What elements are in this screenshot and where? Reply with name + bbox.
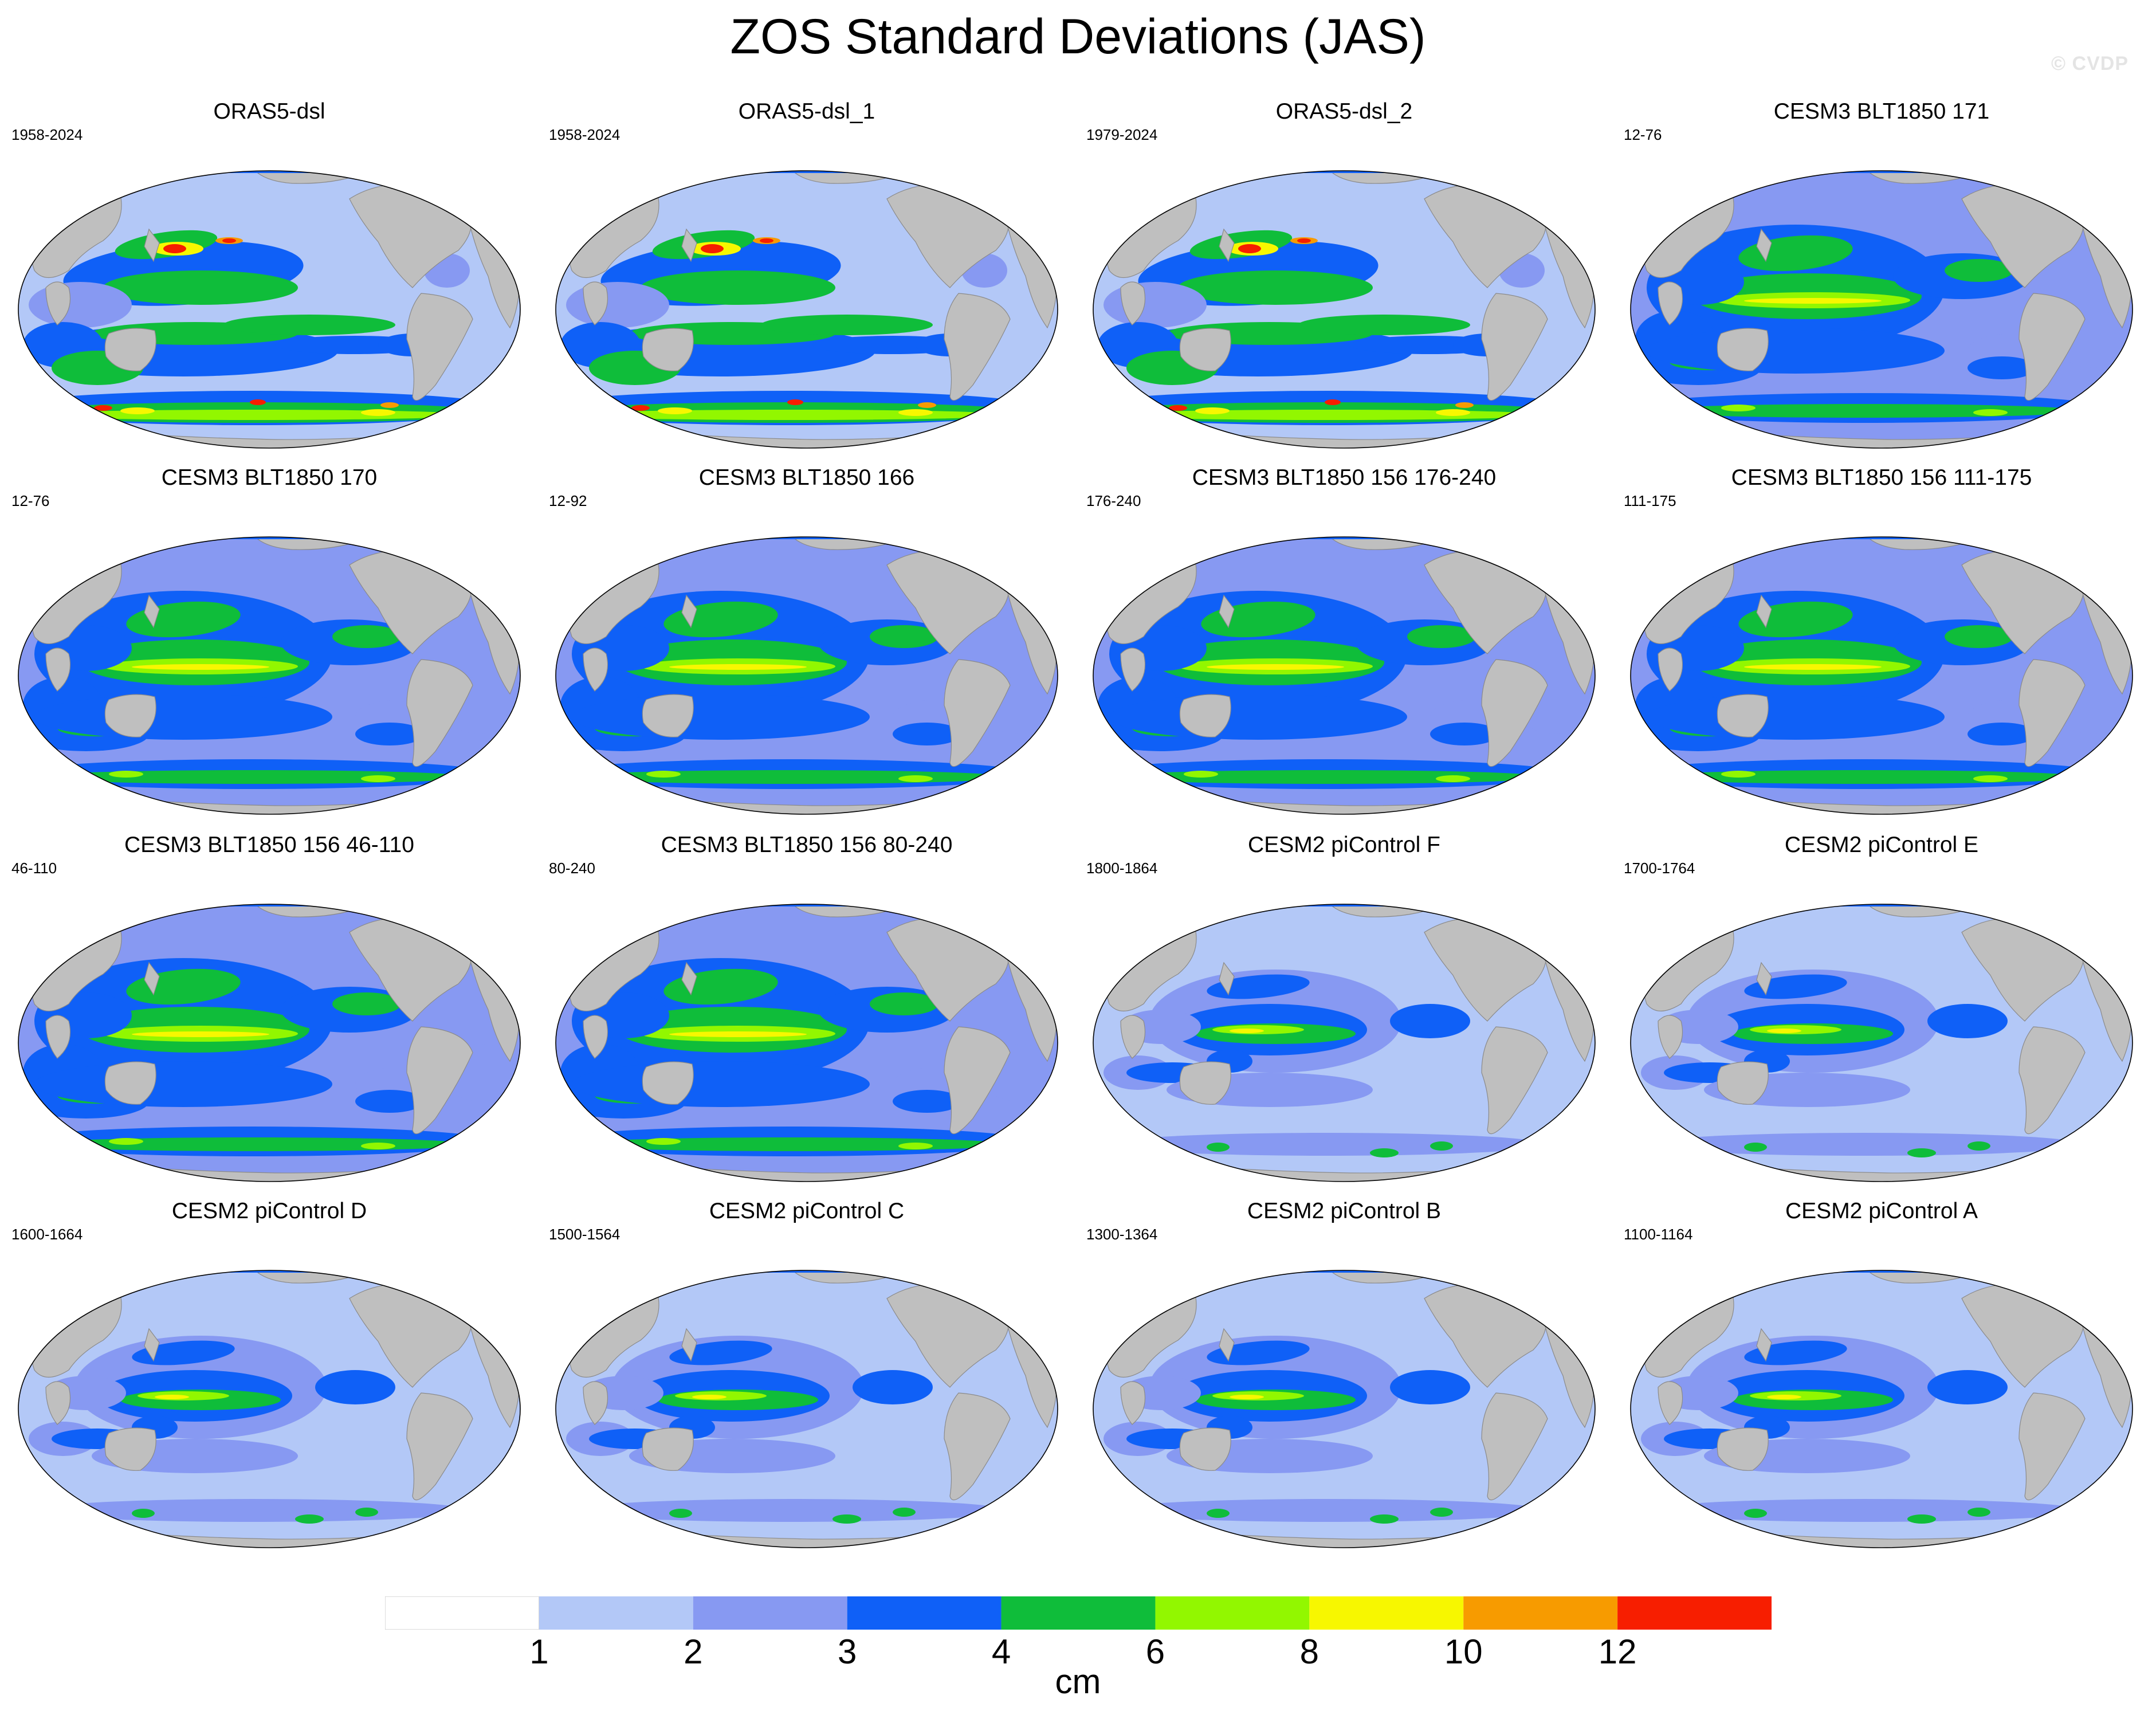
colorbar-unit-label: cm <box>1055 1662 1101 1701</box>
map-panel: CESM2 piControl A 1100-1164 <box>1624 1198 2139 1553</box>
panel-title: CESM2 piControl B <box>1247 1199 1442 1223</box>
map-panel: CESM3 BLT1850 170 12-76 <box>11 465 527 820</box>
colorbar-segment <box>693 1596 847 1630</box>
panel-title: CESM3 BLT1850 156 111-175 <box>1731 465 2032 490</box>
colorbar-tick-label: 2 <box>684 1632 703 1671</box>
world-map <box>1093 1270 1596 1548</box>
world-map <box>18 170 521 449</box>
panel-title: CESM3 BLT1850 156 46-110 <box>124 833 414 857</box>
colorbar-tick-label: 3 <box>837 1632 857 1671</box>
panel-title: ORAS5-dsl_2 <box>1275 99 1413 124</box>
panel-title: CESM3 BLT1850 166 <box>698 465 915 490</box>
world-map <box>1630 904 2133 1182</box>
map-panel: ORAS5-dsl_2 1979-2024 <box>1086 99 1602 454</box>
world-map <box>18 1270 521 1548</box>
panel-years: 12-92 <box>549 492 587 509</box>
map-panel: CESM2 piControl B 1300-1364 <box>1086 1198 1602 1553</box>
colorbar-ticks: 1 2 3 4 6 8 10 12 <box>385 1632 1772 1678</box>
map-panel: CESM3 BLT1850 171 12-76 <box>1624 99 2139 454</box>
panel-title: CESM2 piControl D <box>171 1199 367 1223</box>
map-panel: CESM3 BLT1850 156 80-240 80-240 <box>549 832 1065 1187</box>
colorbar-tick-label: 10 <box>1444 1632 1483 1671</box>
map-panel: CESM3 BLT1850 156 46-110 46-110 <box>11 832 527 1187</box>
watermark: © CVDP <box>2051 53 2128 74</box>
world-map <box>555 1270 1058 1548</box>
map-panel: ORAS5-dsl 1958-2024 <box>11 99 527 454</box>
panel-title: CESM3 BLT1850 170 <box>161 465 378 490</box>
colorbar-segment <box>847 1596 1002 1630</box>
panel-years: 1800-1864 <box>1086 860 1158 877</box>
colorbar-segment <box>539 1596 693 1630</box>
panel-years: 80-240 <box>549 860 595 877</box>
map-panel: ORAS5-dsl_1 1958-2024 <box>549 99 1065 454</box>
world-map <box>1093 170 1596 449</box>
panel-years: 1958-2024 <box>11 126 83 143</box>
panel-title: CESM2 piControl C <box>709 1199 905 1223</box>
map-panel: CESM3 BLT1850 166 12-92 <box>549 465 1065 820</box>
world-map <box>18 904 521 1182</box>
colorbar <box>385 1596 1772 1630</box>
world-map <box>18 536 521 815</box>
colorbar-tick-label: 8 <box>1299 1632 1319 1671</box>
world-map <box>1093 904 1596 1182</box>
panel-years: 111-175 <box>1624 492 1676 509</box>
colorbar-tick-label: 12 <box>1598 1632 1637 1671</box>
panel-title: ORAS5-dsl <box>213 99 325 124</box>
panel-years: 46-110 <box>11 860 57 877</box>
colorbar-segment <box>385 1596 540 1630</box>
world-map <box>555 536 1058 815</box>
colorbar-tick-label: 4 <box>991 1632 1011 1671</box>
world-map <box>1093 536 1596 815</box>
world-map <box>1630 170 2133 449</box>
colorbar-segment <box>1155 1596 1310 1630</box>
colorbar-tick-label: 6 <box>1145 1632 1165 1671</box>
page-title: ZOS Standard Deviations (JAS) <box>730 9 1426 64</box>
panel-title: CESM2 piControl F <box>1248 833 1440 857</box>
panel-years: 1500-1564 <box>549 1226 621 1243</box>
world-map <box>1630 1270 2133 1548</box>
panel-title: CESM3 BLT1850 171 <box>1773 99 1990 124</box>
panel-title: ORAS5-dsl_1 <box>738 99 875 124</box>
panel-years: 12-76 <box>1624 126 1662 143</box>
world-map <box>555 904 1058 1182</box>
panel-years: 1600-1664 <box>11 1226 83 1243</box>
panel-years: 1100-1164 <box>1624 1226 1693 1243</box>
map-panel: CESM2 piControl F 1800-1864 <box>1086 832 1602 1187</box>
colorbar-segment <box>1309 1596 1464 1630</box>
map-panel: CESM2 piControl E 1700-1764 <box>1624 832 2139 1187</box>
panel-years: 176-240 <box>1086 492 1141 509</box>
panel-title: CESM2 piControl A <box>1785 1199 1978 1223</box>
panel-years: 1700-1764 <box>1624 860 1695 877</box>
colorbar-segment <box>1617 1596 1772 1630</box>
map-panel: CESM2 piControl C 1500-1564 <box>549 1198 1065 1553</box>
panel-years: 12-76 <box>11 492 50 509</box>
panel-years: 1300-1364 <box>1086 1226 1158 1243</box>
panel-years: 1979-2024 <box>1086 126 1158 143</box>
colorbar-tick-label: 1 <box>529 1632 549 1671</box>
panel-title: CESM3 BLT1850 156 176-240 <box>1192 465 1497 490</box>
map-panel: CESM2 piControl D 1600-1664 <box>11 1198 527 1553</box>
map-panel: CESM3 BLT1850 156 176-240 176-240 <box>1086 465 1602 820</box>
colorbar-segment <box>1001 1596 1156 1630</box>
map-panel: CESM3 BLT1850 156 111-175 111-175 <box>1624 465 2139 820</box>
panel-title: CESM3 BLT1850 156 80-240 <box>661 833 953 857</box>
world-map <box>1630 536 2133 815</box>
panel-years: 1958-2024 <box>549 126 621 143</box>
colorbar-segment <box>1463 1596 1618 1630</box>
panel-title: CESM2 piControl E <box>1784 833 1979 857</box>
world-map <box>555 170 1058 449</box>
